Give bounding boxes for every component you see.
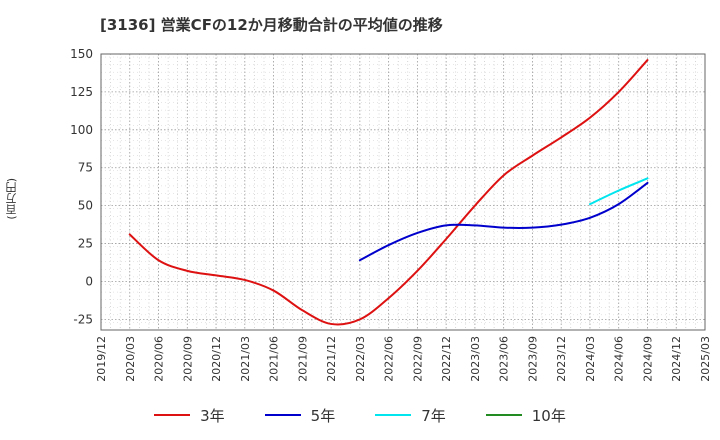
y-tick-label: 50 [78, 199, 93, 213]
x-tick-label: 2022/06 [383, 336, 396, 382]
x-tick-label: 2025/03 [699, 336, 712, 382]
series-line-1 [128, 59, 649, 326]
x-tick-label: 2024/03 [584, 336, 597, 382]
x-tick-label: 2021/12 [325, 336, 338, 382]
legend-item-2: 5年 [264, 405, 336, 426]
x-tick-label: 2024/09 [641, 336, 654, 382]
x-tick-label: 2024/06 [613, 336, 626, 382]
x-tick-label: 2023/03 [469, 336, 482, 382]
x-tick-label: 2022/09 [411, 336, 424, 382]
legend-swatch [264, 414, 301, 416]
legend-label: 3年 [200, 406, 225, 425]
y-tick-label: -25 [73, 312, 93, 326]
legend-label: 5年 [310, 406, 336, 425]
x-tick-label: 2020/09 [181, 336, 194, 382]
series-line-2 [358, 181, 649, 262]
x-tick-label: 2023/06 [498, 336, 511, 382]
legend-item-1: 3年 [154, 405, 225, 426]
legend-label: 10年 [531, 406, 566, 425]
legend-swatch [375, 414, 412, 416]
series-line-3 [588, 177, 649, 206]
legend-swatch [154, 414, 191, 416]
x-tick-label: 2021/06 [268, 336, 281, 382]
x-tick-label: 2022/03 [354, 336, 367, 382]
x-tick-label: 2024/12 [670, 336, 683, 382]
legend-swatch [485, 414, 522, 416]
x-tick-label: 2019/12 [95, 336, 108, 382]
x-tick-label: 2021/09 [296, 336, 309, 382]
legend-item-4: 10年 [485, 405, 566, 426]
y-tick-label: 150 [70, 47, 93, 61]
plot-frame [100, 53, 706, 331]
legend-item-3: 7年 [375, 405, 446, 426]
x-tick-label: 2023/12 [555, 336, 568, 382]
y-tick-label: 125 [70, 85, 93, 99]
x-tick-label: 2021/03 [239, 336, 252, 382]
y-tick-label: 25 [78, 237, 93, 251]
y-tick-label: 0 [85, 274, 93, 288]
x-tick-label: 2020/03 [124, 336, 137, 382]
legend: 3年 5年 7年 10年 [0, 400, 720, 430]
y-tick-label: 100 [70, 123, 93, 137]
x-tick-label: 2022/12 [440, 336, 453, 382]
x-tick-label: 2023/09 [526, 336, 539, 382]
x-tick-label: 2020/12 [210, 336, 223, 382]
y-tick-label: 75 [78, 161, 93, 175]
legend-label: 7年 [421, 406, 446, 425]
chart-title: [3136] 営業CFの12か月移動合計の平均値の推移 [100, 16, 443, 34]
x-tick-label: 2020/06 [153, 336, 166, 382]
